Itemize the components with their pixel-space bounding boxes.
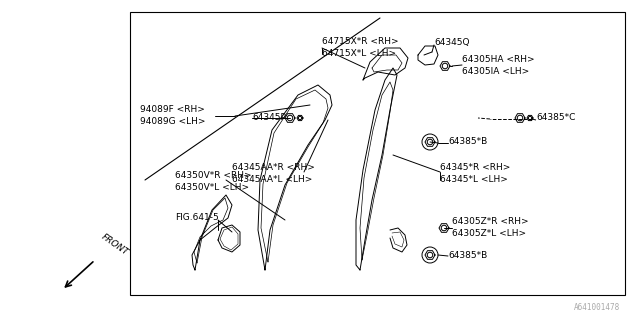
Bar: [130, 12, 625, 295]
Text: A641001478: A641001478: [573, 303, 620, 312]
Text: 64345*L <LH>: 64345*L <LH>: [440, 175, 508, 185]
Text: 64305IA <LH>: 64305IA <LH>: [462, 68, 529, 76]
Text: 64385*B: 64385*B: [448, 251, 487, 260]
Text: 64305Z*L <LH>: 64305Z*L <LH>: [452, 229, 526, 238]
Text: 64305HA <RH>: 64305HA <RH>: [462, 55, 534, 65]
Text: 64350V*L <LH>: 64350V*L <LH>: [175, 182, 249, 191]
Text: 64345Q: 64345Q: [434, 37, 470, 46]
Text: 94089G <LH>: 94089G <LH>: [140, 117, 205, 126]
Text: 64715X*R <RH>: 64715X*R <RH>: [322, 37, 399, 46]
Text: 64345AA*R <RH>: 64345AA*R <RH>: [232, 164, 315, 172]
Text: 64715X*L <LH>: 64715X*L <LH>: [322, 50, 396, 59]
Text: 64385*C: 64385*C: [536, 114, 575, 123]
Text: FIG.641-5: FIG.641-5: [175, 213, 219, 222]
Text: 64350V*R <RH>: 64350V*R <RH>: [175, 171, 252, 180]
Text: 64345AA*L <LH>: 64345AA*L <LH>: [232, 175, 312, 185]
Text: 64385*B: 64385*B: [448, 138, 487, 147]
Text: FRONT: FRONT: [100, 232, 131, 257]
Text: 64345P: 64345P: [252, 114, 286, 123]
Text: 64305Z*R <RH>: 64305Z*R <RH>: [452, 218, 529, 227]
Text: 94089F <RH>: 94089F <RH>: [140, 106, 205, 115]
Text: 64345*R <RH>: 64345*R <RH>: [440, 164, 510, 172]
